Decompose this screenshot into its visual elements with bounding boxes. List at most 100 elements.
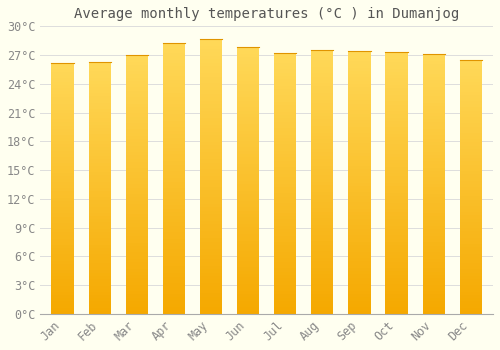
Bar <box>422 74 445 77</box>
Bar <box>348 97 370 100</box>
Bar <box>200 224 222 228</box>
Bar <box>460 203 482 206</box>
Bar <box>126 75 148 78</box>
Bar <box>52 176 74 179</box>
Bar <box>422 139 445 142</box>
Bar <box>163 131 185 134</box>
Bar <box>88 138 111 141</box>
Bar <box>460 285 482 288</box>
Bar <box>386 304 407 307</box>
Bar <box>52 276 74 279</box>
Bar <box>200 180 222 183</box>
Bar <box>52 94 74 97</box>
Bar <box>460 253 482 257</box>
Bar <box>88 87 111 90</box>
Bar <box>52 141 74 144</box>
Bar <box>460 244 482 247</box>
Bar <box>386 150 407 154</box>
Bar <box>274 193 296 197</box>
Bar <box>274 138 296 141</box>
Bar <box>460 139 482 142</box>
Bar <box>460 136 482 139</box>
Bar <box>237 211 260 214</box>
Bar <box>163 151 185 154</box>
Bar <box>126 207 148 210</box>
Bar <box>460 187 482 190</box>
Bar <box>386 245 407 248</box>
Bar <box>422 239 445 243</box>
Bar <box>88 77 111 80</box>
Bar <box>237 194 260 197</box>
Bar <box>126 275 148 278</box>
Bar <box>237 84 260 88</box>
Bar <box>237 181 260 184</box>
Bar <box>88 99 111 103</box>
Bar <box>52 245 74 248</box>
Bar <box>386 196 407 200</box>
Bar <box>274 262 296 265</box>
Bar <box>88 175 111 178</box>
Bar <box>274 151 296 154</box>
Bar <box>200 173 222 176</box>
Bar <box>460 104 482 107</box>
Bar <box>126 142 148 146</box>
Bar <box>311 192 334 195</box>
Bar <box>460 270 482 273</box>
Bar <box>52 91 74 94</box>
Bar <box>52 160 74 163</box>
Bar <box>52 273 74 276</box>
Bar <box>200 310 222 314</box>
Bar <box>52 66 74 69</box>
Bar <box>88 96 111 99</box>
Bar <box>126 126 148 130</box>
Bar <box>88 62 111 65</box>
Bar <box>88 109 111 112</box>
Bar <box>386 235 407 239</box>
Bar <box>237 61 260 64</box>
Bar <box>52 182 74 185</box>
Bar <box>274 73 296 76</box>
Bar <box>200 169 222 173</box>
Bar <box>88 241 111 245</box>
Bar <box>386 101 407 105</box>
Bar <box>52 308 74 311</box>
Bar <box>422 135 445 139</box>
Bar <box>311 149 334 152</box>
Bar <box>126 268 148 272</box>
Bar <box>311 106 334 110</box>
Bar <box>126 197 148 201</box>
Bar <box>386 55 407 59</box>
Bar <box>348 110 370 114</box>
Bar <box>311 113 334 116</box>
Bar <box>237 127 260 131</box>
Bar <box>386 131 407 134</box>
Bar <box>200 286 222 290</box>
Bar <box>52 129 74 132</box>
Bar <box>460 123 482 126</box>
Bar <box>88 65 111 68</box>
Bar <box>52 229 74 232</box>
Bar <box>460 82 482 85</box>
Bar <box>311 248 334 251</box>
Bar <box>88 308 111 311</box>
Bar <box>88 248 111 251</box>
Bar <box>52 257 74 260</box>
Bar <box>274 268 296 272</box>
Bar <box>163 185 185 188</box>
Bar <box>200 248 222 252</box>
Bar <box>311 281 334 284</box>
Bar <box>126 239 148 243</box>
Bar <box>200 107 222 111</box>
Bar <box>88 103 111 106</box>
Bar <box>126 130 148 133</box>
Bar <box>422 291 445 294</box>
Bar <box>460 196 482 200</box>
Bar <box>422 90 445 93</box>
Bar <box>200 139 222 142</box>
Bar <box>348 77 370 81</box>
Bar <box>52 173 74 176</box>
Bar <box>311 251 334 254</box>
Bar <box>88 166 111 169</box>
Bar <box>311 307 334 310</box>
Bar <box>88 298 111 301</box>
